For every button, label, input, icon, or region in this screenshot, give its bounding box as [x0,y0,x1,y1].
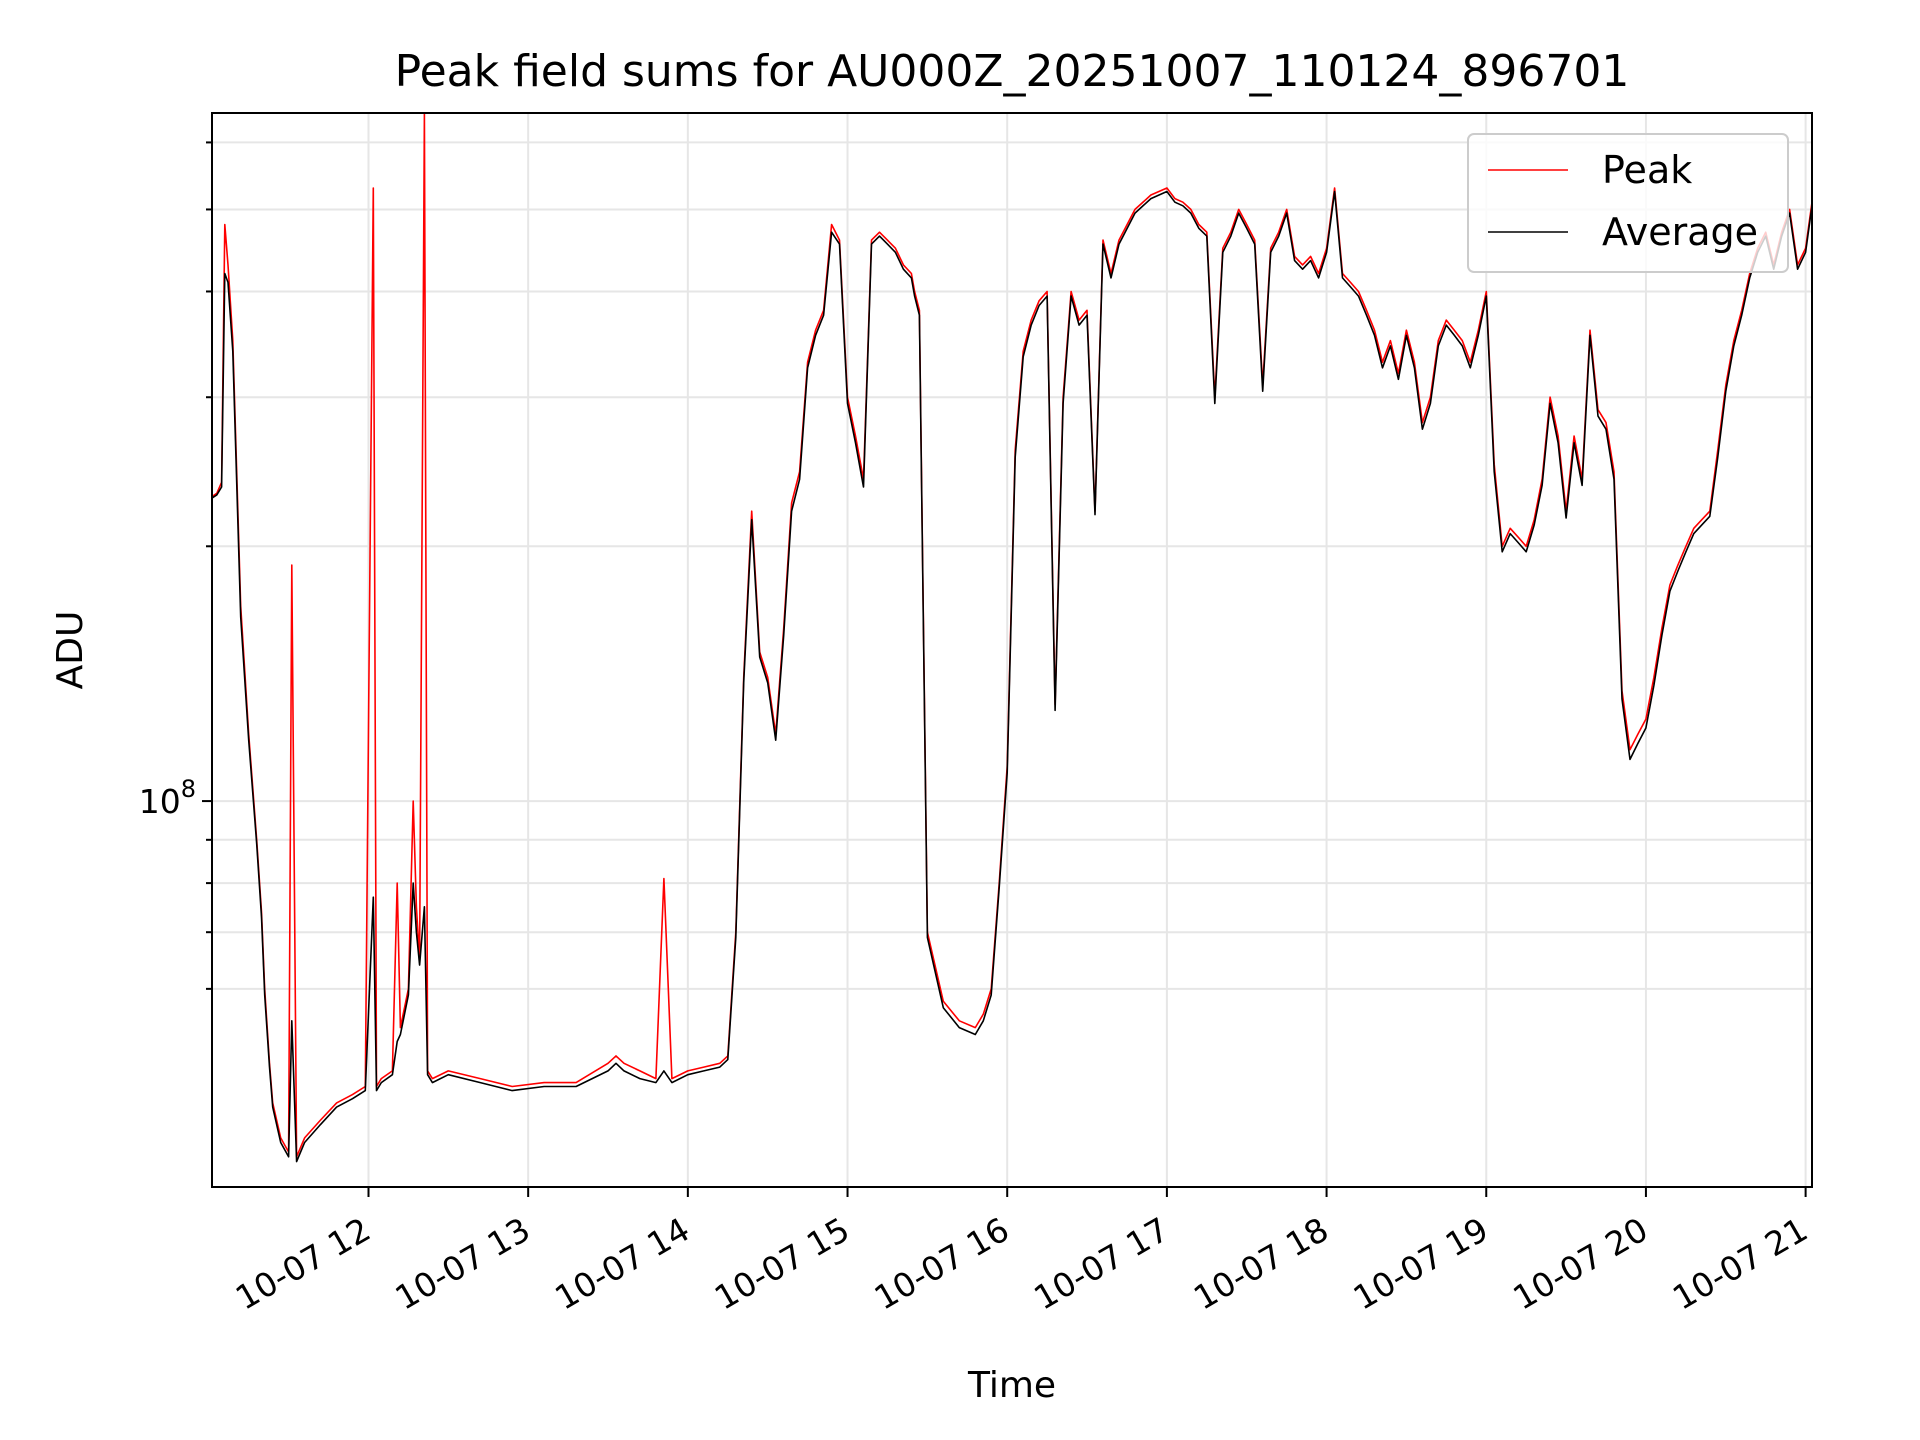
y-axis: 108 [139,141,212,990]
series-line-average [211,190,1813,1163]
x-axis-label: Time [967,1365,1056,1406]
y-axis-label: ADU [50,611,91,690]
legend-label-peak: Peak [1602,148,1692,192]
plot-frame [211,112,1813,1188]
y-tick-label-exponent: 8 [181,775,196,803]
y-tick-label: 108 [139,775,196,821]
legend: Peak Average [1467,133,1789,273]
y-tick-label-base: 10 [139,782,181,821]
legend-box [1467,133,1789,273]
chart-title: Peak field sums for AU000Z_20251007_1101… [395,46,1630,97]
plot-area [211,112,1813,1163]
legend-label-average: Average [1602,210,1758,254]
